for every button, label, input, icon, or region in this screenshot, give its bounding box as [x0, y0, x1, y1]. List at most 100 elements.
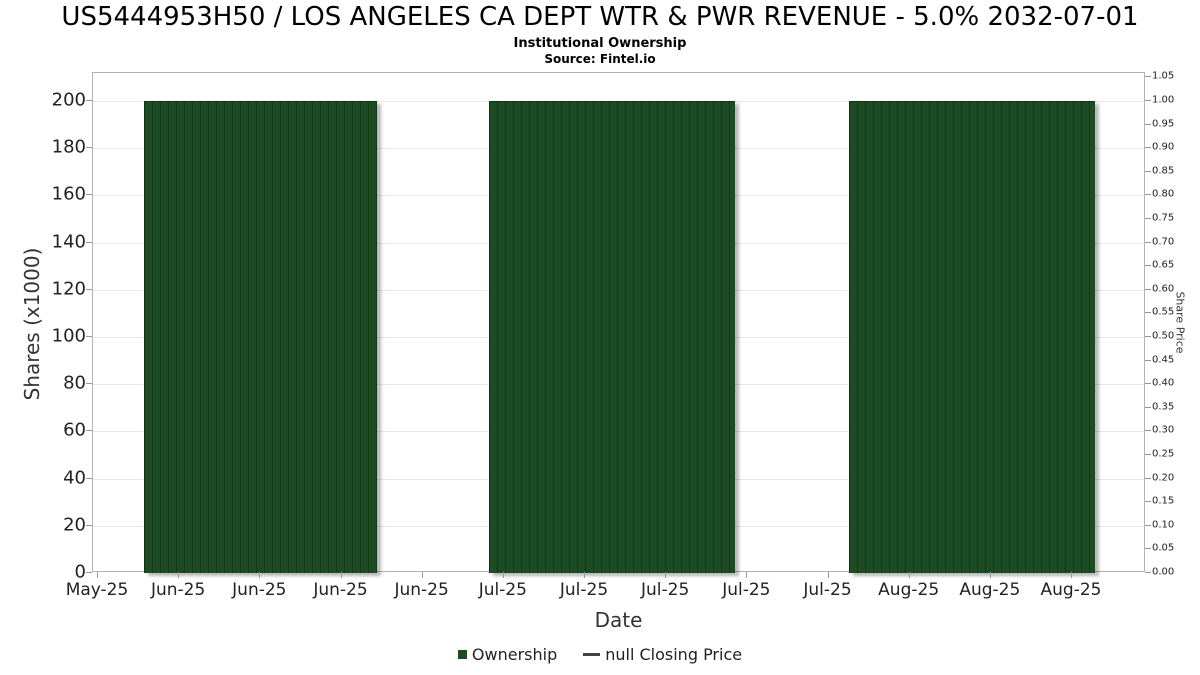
- x-tick-mark: [989, 572, 991, 578]
- y-left-tick-label: 180: [51, 136, 86, 158]
- y-right-tick-mark: [1145, 265, 1151, 267]
- y-right-tick-label: 0.15: [1152, 495, 1175, 507]
- y-right-tick-mark: [1145, 218, 1151, 219]
- y-right-tick-label: 0.60: [1152, 283, 1175, 295]
- y-left-tick-label: 60: [63, 419, 86, 441]
- x-tick-label: Jul-25: [478, 580, 527, 600]
- x-tick-mark: [340, 572, 342, 578]
- x-tick-label: Jun-25: [150, 580, 206, 600]
- y-right-tick-label: 0.00: [1152, 566, 1175, 578]
- y-right-tick-mark: [1145, 123, 1151, 125]
- y-right-tick-label: 0.10: [1152, 519, 1175, 531]
- y-right-tick-mark: [1145, 194, 1151, 196]
- x-tick-mark: [97, 572, 98, 578]
- y-right-tick-mark: [1145, 406, 1151, 408]
- y-right-tick-mark: [1145, 359, 1151, 361]
- y-left-tick-mark: [86, 572, 92, 573]
- y-left-tick-label: 160: [51, 183, 86, 205]
- x-tick-mark: [421, 572, 423, 578]
- x-tick-mark: [665, 572, 667, 578]
- y-right-tick-label: 0.90: [1152, 141, 1175, 153]
- y-right-tick-mark: [1145, 100, 1151, 101]
- x-tick-label: May-25: [65, 580, 129, 600]
- y-right-tick-label: 0.50: [1152, 330, 1175, 342]
- x-tick-label: Jun-25: [394, 580, 449, 600]
- y-left-tick-label: 140: [51, 231, 86, 253]
- ownership-swatch-icon: [457, 650, 467, 659]
- y-right-tick-mark: [1145, 241, 1151, 243]
- x-tick-label: Jun-25: [313, 580, 368, 600]
- y-right-tick-label: 0.75: [1152, 212, 1175, 224]
- y-axis-right-title: Share Price: [1173, 291, 1187, 354]
- x-tick-label: Jul-25: [559, 580, 609, 600]
- y-left-tick-label: 120: [51, 278, 86, 300]
- y-right-tick-mark: [1145, 147, 1151, 149]
- x-tick-label: Jul-25: [803, 580, 852, 600]
- y-right-tick-mark: [1145, 288, 1151, 290]
- y-right-tick-label: 0.05: [1152, 542, 1175, 554]
- x-tick-mark: [1071, 572, 1072, 578]
- y-left-tick-label: 0: [74, 561, 86, 583]
- x-tick-label: Aug-25: [878, 580, 940, 600]
- y-right-tick-mark: [1145, 548, 1151, 550]
- x-tick-mark: [908, 572, 910, 578]
- x-tick-mark: [584, 572, 585, 578]
- y-left-tick-label: 200: [51, 89, 86, 111]
- y-right-tick-label: 0.85: [1152, 165, 1175, 177]
- y-right-tick-label: 0.20: [1152, 472, 1175, 484]
- y-right-tick-mark: [1145, 170, 1151, 172]
- x-axis-title: Date: [594, 608, 643, 632]
- x-tick-mark: [746, 572, 748, 578]
- bar-segment: [143, 101, 378, 573]
- x-tick-mark: [178, 572, 180, 578]
- y-right-tick-label: 0.40: [1152, 377, 1175, 389]
- y-right-tick-mark: [1145, 524, 1151, 526]
- y-left-tick-mark: [86, 336, 92, 337]
- y-right-tick-label: 0.95: [1152, 118, 1175, 130]
- y-left-tick-mark: [86, 241, 92, 243]
- x-tick-mark: [502, 572, 504, 578]
- legend-item-closing-price: null Closing Price: [583, 645, 742, 664]
- closing-price-dash-icon: [583, 653, 601, 656]
- y-left-tick-label: 40: [63, 467, 86, 489]
- y-right-tick-mark: [1145, 383, 1151, 385]
- y-right-tick-label: 0.65: [1152, 259, 1175, 271]
- y-right-tick-label: 0.80: [1152, 188, 1175, 200]
- x-tick-mark: [827, 572, 829, 578]
- chart-source: Source: Fintel.io: [544, 52, 656, 66]
- y-right-tick-label: 0.35: [1152, 401, 1175, 413]
- y-right-tick-mark: [1145, 501, 1151, 503]
- x-tick-label: Aug-25: [959, 580, 1021, 600]
- x-tick-label: Jul-25: [641, 580, 690, 600]
- y-right-tick-label: 0.55: [1152, 306, 1175, 318]
- y-right-tick-label: 0.45: [1152, 354, 1175, 366]
- bar-segment: [849, 101, 1096, 573]
- chart-title: US5444953H50 / LOS ANGELES CA DEPT WTR &…: [61, 2, 1139, 32]
- y-left-tick-mark: [86, 100, 92, 101]
- x-tick-label: Jul-25: [722, 580, 771, 600]
- y-right-tick-mark: [1145, 477, 1151, 479]
- y-right-tick-mark: [1145, 454, 1151, 455]
- y-right-tick-label: 0.70: [1152, 236, 1175, 248]
- y-right-tick-label: 1.05: [1152, 70, 1175, 82]
- plot-area: [92, 72, 1145, 573]
- y-left-tick-mark: [86, 430, 92, 432]
- y-left-tick-label: 100: [51, 325, 86, 347]
- legend-label-closing-price: null Closing Price: [605, 645, 743, 664]
- y-right-tick-mark: [1145, 312, 1151, 314]
- y-axis-left-title: Shares (x1000): [20, 247, 44, 401]
- y-left-tick-label: 80: [63, 372, 86, 394]
- y-right-tick-mark: [1145, 430, 1151, 432]
- y-left-tick-mark: [86, 524, 92, 526]
- y-left-tick-mark: [86, 477, 92, 479]
- y-left-tick-mark: [86, 288, 92, 290]
- y-right-tick-mark: [1145, 76, 1151, 78]
- bar-segment: [488, 101, 736, 573]
- x-tick-label: Jun-25: [232, 580, 287, 600]
- legend-label-ownership: Ownership: [471, 645, 558, 664]
- y-left-tick-mark: [86, 194, 92, 196]
- y-right-tick-mark: [1145, 336, 1151, 337]
- y-right-tick-label: 1.00: [1152, 94, 1175, 106]
- y-right-tick-label: 0.30: [1152, 424, 1175, 436]
